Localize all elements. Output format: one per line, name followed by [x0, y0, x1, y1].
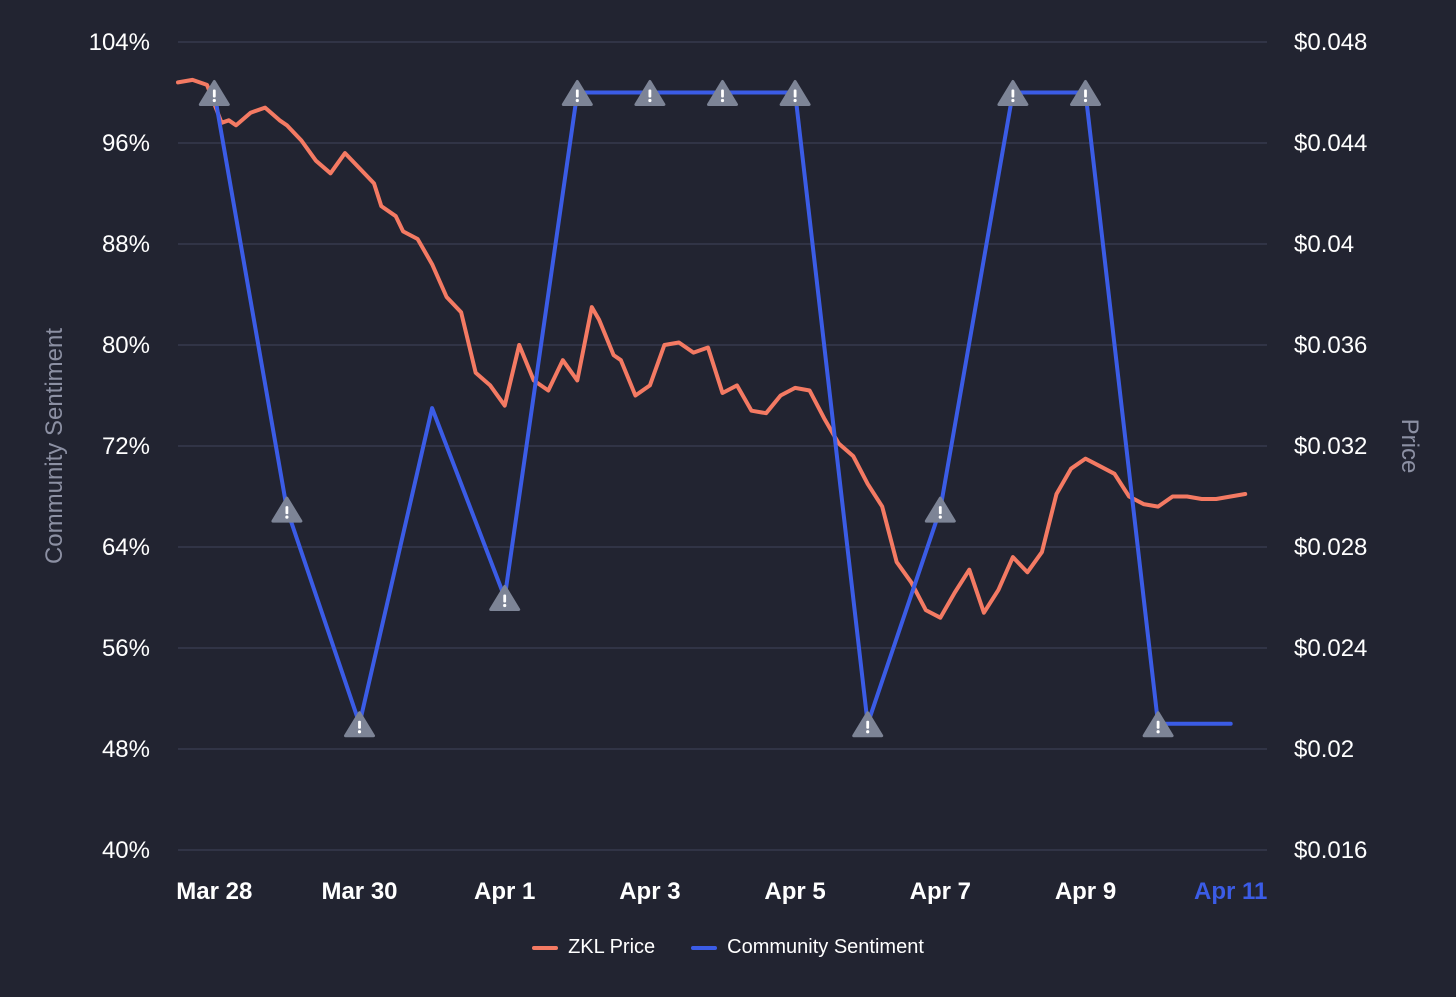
right-tick-label: $0.048: [1294, 29, 1367, 56]
warning-icon[interactable]: [852, 711, 884, 738]
warning-icon[interactable]: [1070, 80, 1101, 106]
left-tick-label: 80%: [102, 332, 150, 359]
warning-icon[interactable]: [997, 80, 1029, 106]
warning-icon[interactable]: [924, 496, 956, 523]
chart-area: 104%96%88%80%72%64%56%48%40% $0.048$0.04…: [41, 29, 1423, 905]
warning-icon[interactable]: [634, 80, 666, 106]
warning-icon[interactable]: [271, 496, 303, 523]
right-tick-label: $0.04: [1294, 231, 1354, 258]
gridlines: [178, 41, 1267, 851]
x-tick-label: Apr 9: [1055, 878, 1116, 905]
right-tick-label: $0.02: [1294, 736, 1354, 763]
left-tick-label: 96%: [102, 130, 150, 157]
warning-icon[interactable]: [561, 80, 593, 106]
right-axis-title: Price: [1396, 419, 1423, 474]
left-tick-label: 64%: [102, 534, 150, 561]
right-tick-label: $0.036: [1294, 332, 1367, 359]
left-tick-label: 40%: [102, 837, 150, 864]
legend-swatch-price: [532, 945, 559, 950]
left-axis-ticks: 104% 96% 88% 80% 72% 64% 56% 48% 40%: [89, 29, 150, 864]
zkl-price-line: [176, 77, 1248, 620]
x-tick-label: Mar 30: [321, 878, 397, 905]
legend-item-sentiment[interactable]: Community Sentiment: [691, 936, 924, 959]
x-axis-ticks: Mar 28 Mar 30 Apr 1 Apr 3 Apr 5 Apr 7 Apr 9 Apr…: [176, 878, 1267, 905]
right-tick-label: $0.016: [1294, 837, 1367, 864]
warning-icon[interactable]: [489, 585, 521, 611]
legend-item-price[interactable]: ZKL Price: [532, 936, 655, 959]
x-tick-label: Apr 7: [910, 878, 971, 905]
x-tick-label: Apr 3: [619, 878, 680, 905]
left-tick-label: 56%: [102, 635, 150, 662]
right-tick-label: $0.024: [1294, 635, 1367, 662]
warning-icon[interactable]: [1142, 711, 1174, 738]
marker-layer: [198, 80, 1174, 738]
right-tick-label: $0.044: [1294, 130, 1367, 157]
community-sentiment-line: [212, 90, 1233, 726]
right-tick-label: $0.028: [1294, 534, 1367, 561]
left-tick-label: 48%: [102, 736, 150, 763]
x-tick-label: Apr 5: [764, 878, 825, 905]
warning-icon[interactable]: [707, 80, 738, 106]
x-tick-label: Apr 11: [1194, 878, 1267, 905]
series-layer: [176, 77, 1248, 726]
legend-label-sentiment: Community Sentiment: [727, 936, 924, 958]
legend: ZKL Price Community Sentiment: [0, 936, 1456, 959]
legend-swatch-sentiment: [691, 945, 718, 950]
left-tick-label: 88%: [102, 231, 150, 258]
warning-icon[interactable]: [779, 80, 811, 106]
left-tick-label: 104%: [89, 29, 150, 56]
x-tick-label: Mar 28: [176, 878, 252, 905]
warning-icon[interactable]: [198, 80, 230, 106]
left-tick-label: 72%: [102, 433, 150, 460]
x-tick-label: Apr 1: [474, 878, 535, 905]
legend-label-price: ZKL Price: [568, 936, 656, 958]
warning-icon[interactable]: [344, 711, 375, 738]
right-tick-label: $0.032: [1294, 433, 1367, 460]
left-axis-title: Community Sentiment: [41, 328, 68, 564]
right-axis-ticks: $0.048 $0.044 $0.04 $0.036 $0.032 $0.028 $0.02…: [1294, 29, 1367, 864]
